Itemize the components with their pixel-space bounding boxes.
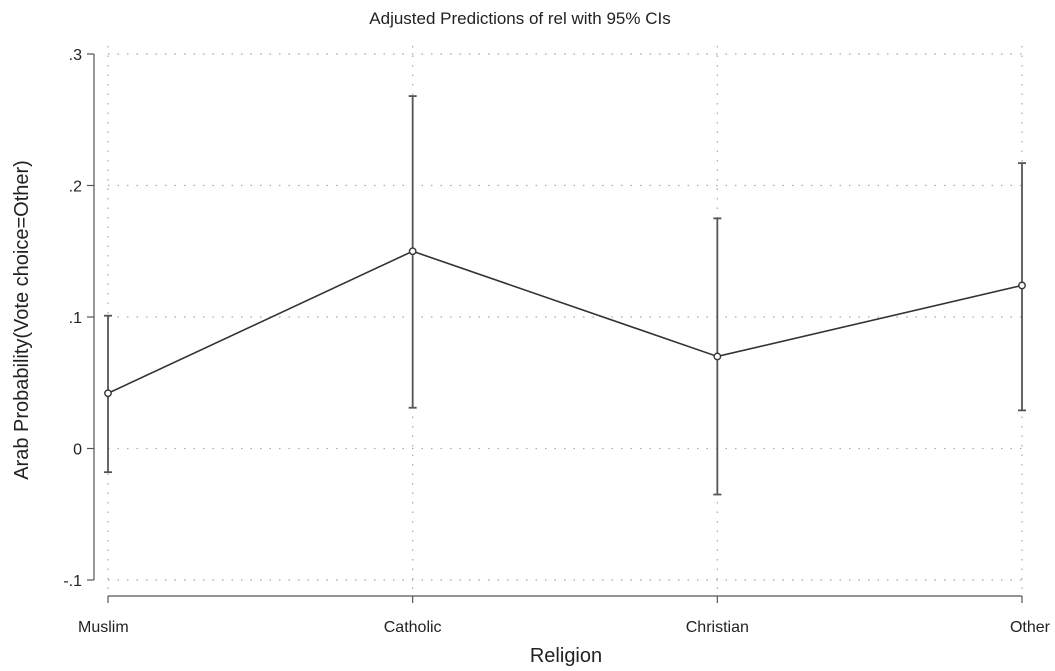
y-tick-label: -.1: [63, 573, 82, 590]
tick-labels: -.1 0 .1 .2 .3 Muslim Catholic Christian Other: [63, 47, 1050, 636]
x-tick-label: Other: [1010, 619, 1051, 636]
chart-title: Adjusted Predictions of rel with 95% CIs: [369, 9, 670, 28]
data-series: [104, 95, 1026, 496]
y-tick-label: .2: [69, 179, 82, 196]
prediction-point: [713, 352, 722, 361]
axes: [87, 53, 1023, 603]
prediction-point: [104, 389, 112, 398]
grid-lines: [107, 46, 1026, 592]
prediction-point: [1018, 281, 1026, 290]
y-axis-title: Arab Probability(Vote choice=Other): [11, 160, 33, 480]
y-tick-label: .3: [69, 47, 82, 64]
y-tick-label: 0: [73, 442, 82, 459]
prediction-point: [408, 247, 417, 256]
x-tick-label: Christian: [686, 619, 749, 636]
y-tick-label: .1: [69, 310, 82, 327]
prediction-line: [107, 250, 1023, 394]
x-tick-label: Catholic: [384, 619, 442, 636]
x-axis-title: Religion: [530, 645, 602, 667]
x-tick-label: Muslim: [78, 619, 129, 636]
